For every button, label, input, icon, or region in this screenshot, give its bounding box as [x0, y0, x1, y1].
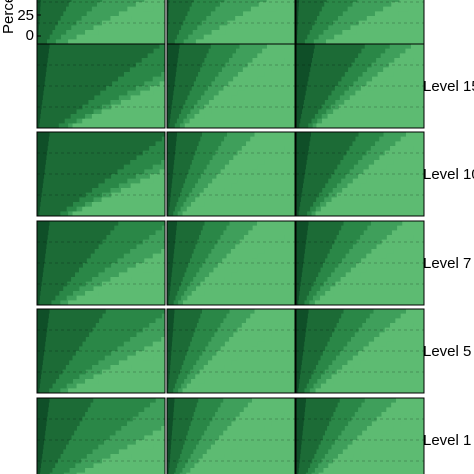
- panel-frame: [166, 220, 296, 306]
- area-band-0: [296, 132, 311, 216]
- panel-r4-c2: [296, 309, 424, 393]
- row-label: Level 1: [423, 432, 471, 449]
- area-band-0: [37, 221, 50, 305]
- panel-frame: [36, 220, 166, 306]
- area-band-0: [37, 398, 50, 474]
- panel-r0-c1: [167, 0, 295, 44]
- panel-frame: [36, 131, 166, 217]
- area-band-0: [296, 221, 309, 305]
- panel-frame: [295, 220, 425, 306]
- area-band-0: [37, 132, 50, 216]
- panel-r2-c2: [296, 132, 424, 216]
- panel-r5-c1: [167, 398, 295, 474]
- area-band-0: [167, 309, 175, 393]
- y-axis-label: Perce: [0, 0, 17, 34]
- area-band-0: [296, 44, 315, 128]
- panel-frame: [295, 131, 425, 217]
- area-band-1: [296, 132, 359, 216]
- area-band-1: [296, 398, 340, 474]
- area-band-0: [296, 398, 306, 474]
- panel-r3-c0: [37, 221, 165, 305]
- area-band-1: [167, 132, 202, 216]
- area-band-1: [37, 309, 106, 393]
- row-label: Level 7: [423, 255, 471, 272]
- panel-frame: [166, 397, 296, 474]
- area-band-1: [167, 309, 202, 393]
- area-band-1: [167, 44, 211, 128]
- area-band-0: [167, 44, 180, 128]
- panel-r3-c2: [296, 221, 424, 305]
- panel-r2-c1: [167, 132, 295, 216]
- area-band-0: [37, 0, 41, 44]
- panel-frame: [36, 43, 166, 129]
- row-label: Level 5: [423, 343, 471, 360]
- panel-r1-c1: [167, 44, 295, 128]
- panel-r5-c2: [296, 398, 424, 474]
- area-band-1: [296, 309, 344, 393]
- area-band-0: [296, 0, 300, 44]
- area-band-0: [167, 221, 177, 305]
- panel-frame: [166, 308, 296, 394]
- area-band-1: [37, 132, 165, 216]
- y-tick-label: 0: [26, 27, 34, 44]
- area-band-0: [37, 44, 50, 128]
- panel-r3-c1: [167, 221, 295, 305]
- area-band-1: [167, 0, 194, 44]
- panel-frame: [295, 308, 425, 394]
- area-band-1: [296, 0, 327, 44]
- y-tick-label: 25: [17, 7, 34, 24]
- panel-r1-c0: [37, 44, 165, 128]
- panel-frame: [36, 397, 166, 474]
- panel-r4-c1: [167, 309, 295, 393]
- panel-r0-c0: [37, 0, 165, 44]
- area-band-1: [37, 398, 94, 474]
- area-band-1: [37, 0, 72, 44]
- area-band-1: [296, 221, 344, 305]
- panel-frame: [295, 43, 425, 129]
- panel-frame: [166, 43, 296, 129]
- area-band-0: [167, 132, 177, 216]
- panel-r1-c2: [296, 44, 424, 128]
- panel-frame: [295, 397, 425, 474]
- panel-r4-c0: [37, 309, 165, 393]
- area-band-0: [167, 0, 170, 44]
- area-band-1: [167, 398, 199, 474]
- panel-frame: [36, 308, 166, 394]
- area-band-0: [167, 398, 175, 474]
- area-band-0: [37, 309, 50, 393]
- row-label: Level 15: [423, 78, 474, 95]
- area-band-1: [296, 44, 365, 128]
- panel-frame: [166, 131, 296, 217]
- panel-r5-c0: [37, 398, 165, 474]
- area-band-1: [37, 44, 160, 128]
- panel-r0-c2: [296, 0, 424, 44]
- panel-r2-c0: [37, 132, 165, 216]
- area-band-0: [296, 309, 309, 393]
- row-label: Level 10: [423, 166, 474, 183]
- area-band-1: [37, 221, 119, 305]
- area-band-1: [167, 221, 205, 305]
